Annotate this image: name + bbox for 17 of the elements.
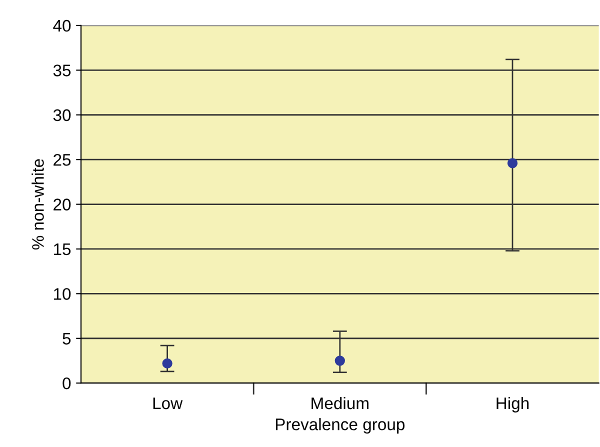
x-tick-label: Low (153, 398, 183, 410)
point (334, 356, 345, 366)
y-tick-label: 5 (62, 332, 71, 345)
y-tick-label: 40 (53, 20, 71, 32)
y-tick-label: 20 (54, 198, 71, 210)
x-tick-label: Medium (312, 396, 368, 410)
y-tick-label: 25 (54, 154, 71, 166)
x-axis-title: Prevalence group (276, 418, 405, 434)
point (162, 358, 172, 368)
y-tick-label: 15 (54, 244, 71, 256)
y-tick-label: 0 (62, 377, 71, 390)
y-tick-label: 10 (54, 288, 71, 300)
y-tick-label: 35 (53, 64, 71, 76)
y-tick-label: 30 (53, 109, 71, 122)
x-tick-label: High (496, 396, 529, 413)
y-axis-title: % non-white (32, 159, 44, 250)
point (507, 158, 518, 168)
